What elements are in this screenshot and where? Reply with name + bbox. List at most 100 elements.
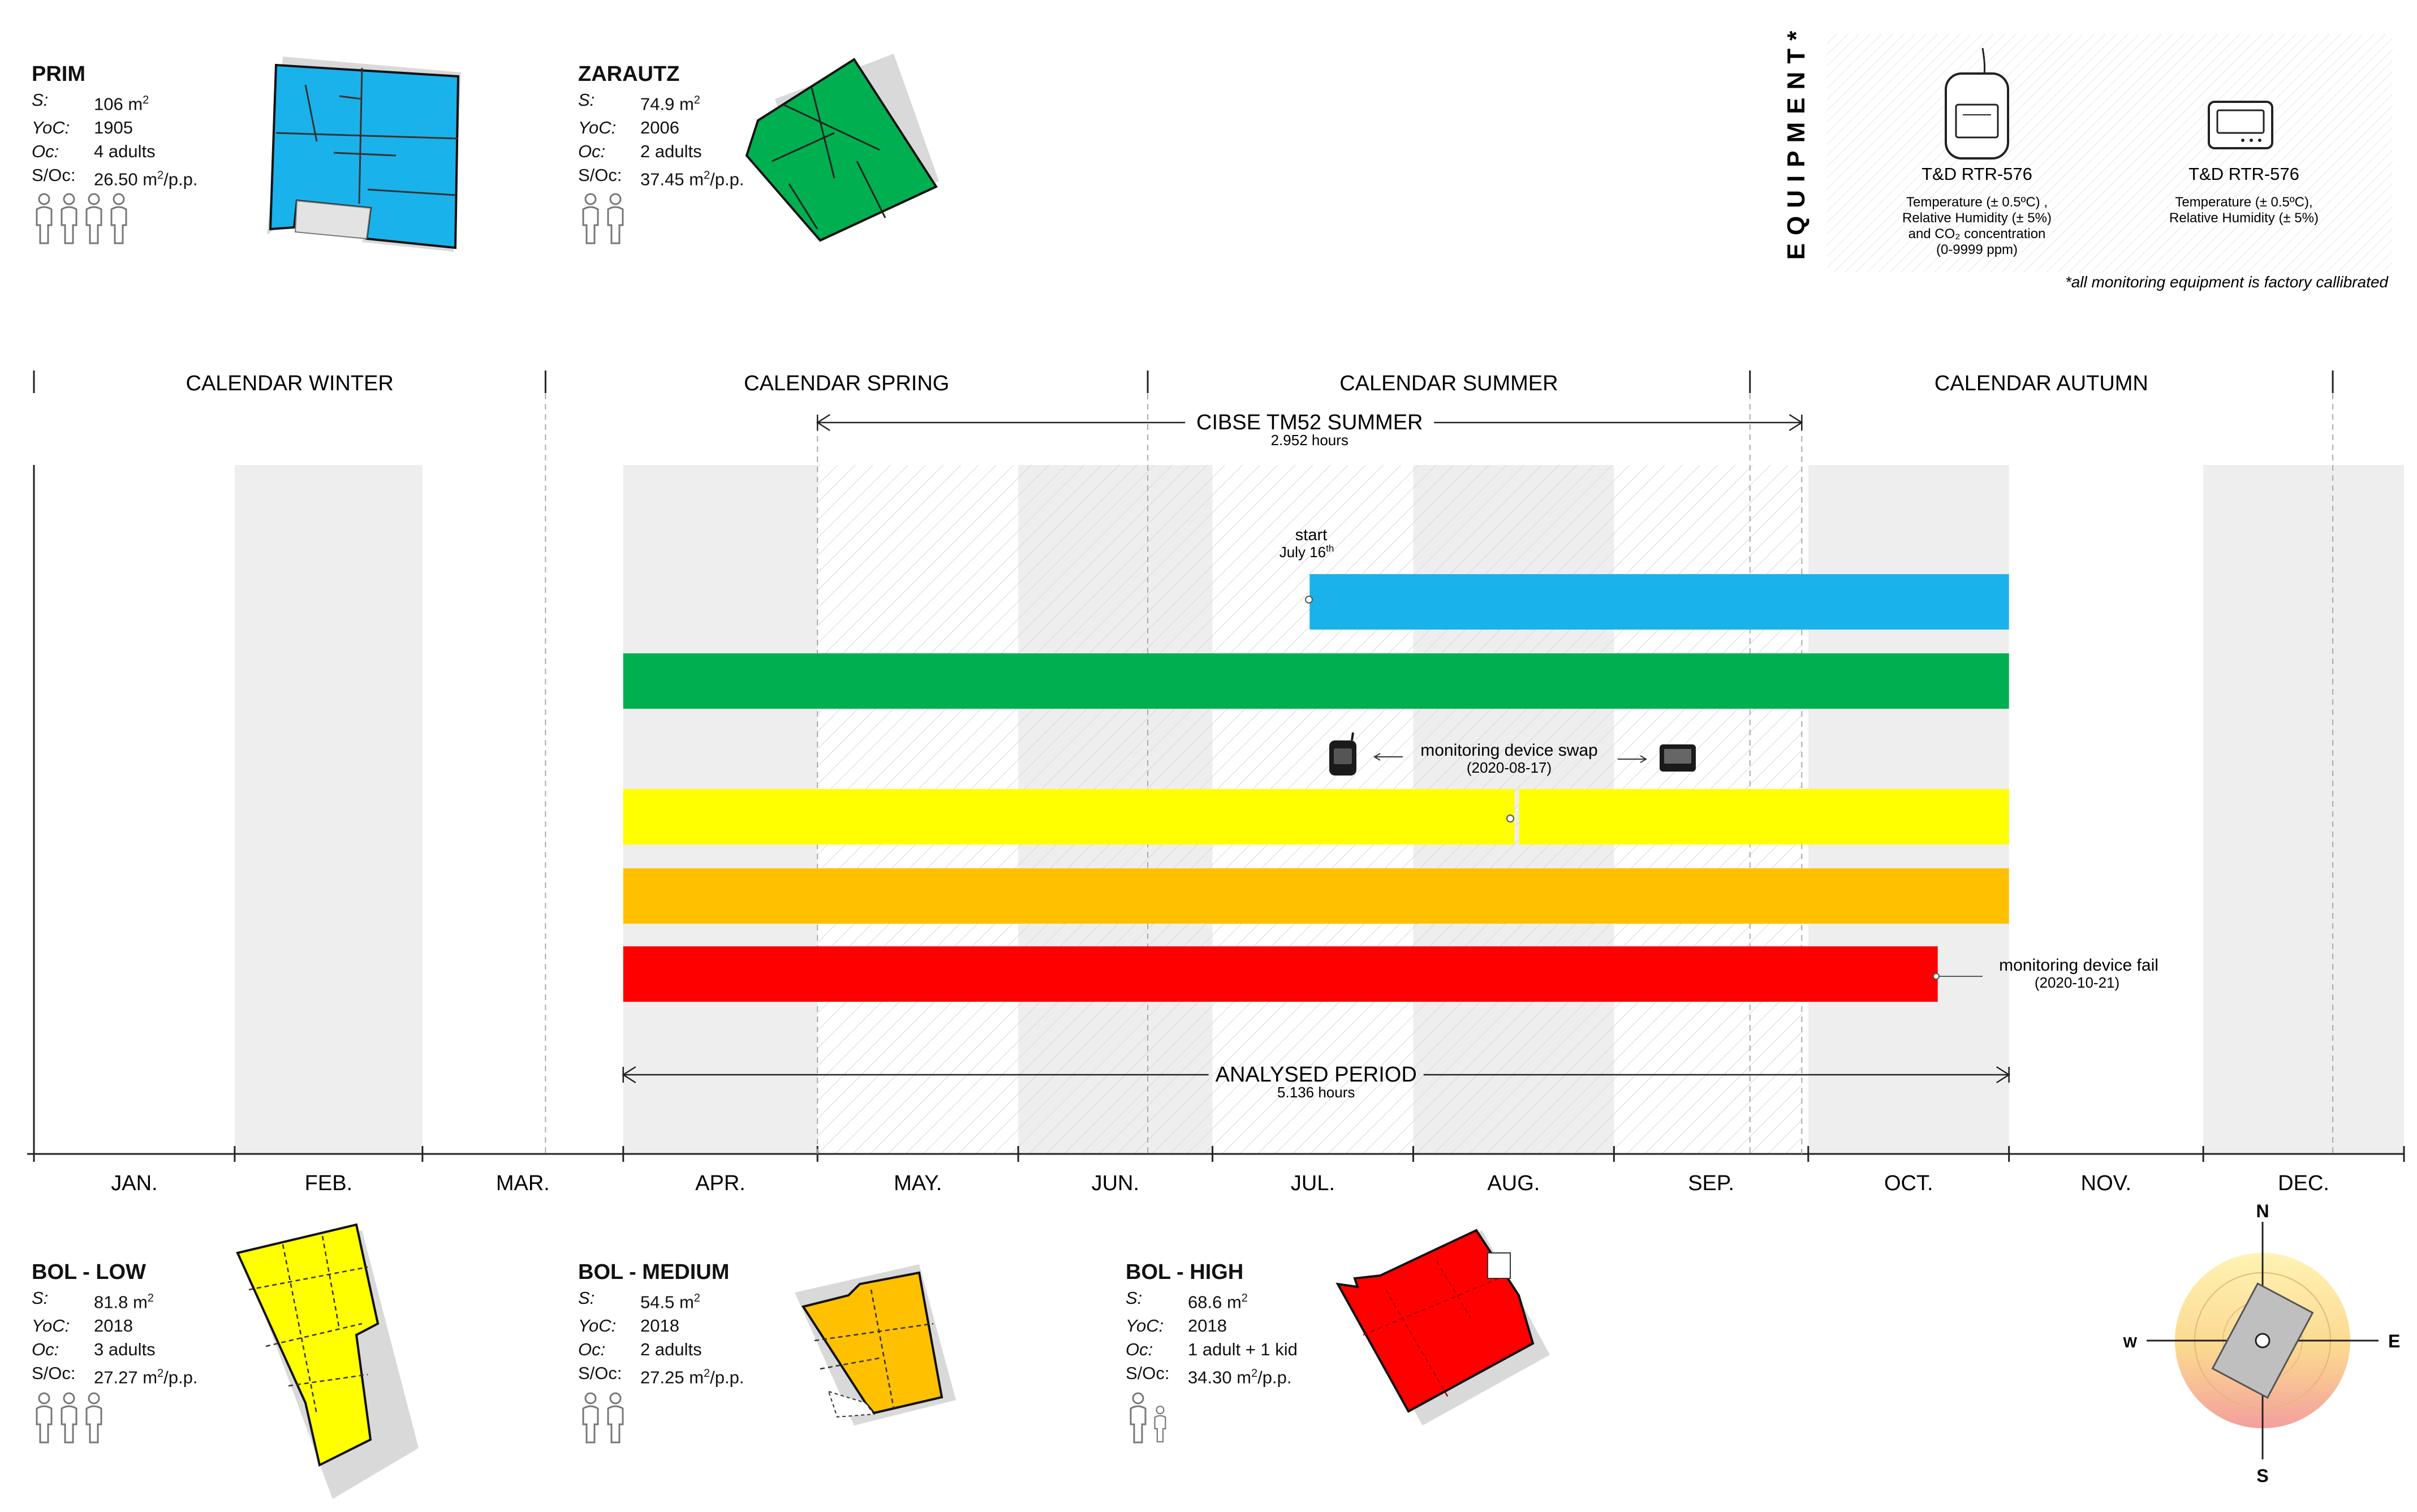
monitoring-bars xyxy=(623,574,2009,1002)
occupancy-value: 4 adults xyxy=(94,141,156,162)
yoc-key: YoC: xyxy=(578,118,617,138)
bar-bol-medium xyxy=(623,868,2009,924)
start-annotation: start July 16th xyxy=(1279,526,1334,604)
yoc-value: 2018 xyxy=(1188,1316,1227,1336)
season-label: CALENDAR WINTER xyxy=(186,372,394,395)
device1-spec-1: Temperature (± 0.5ºC) , xyxy=(1906,195,2048,210)
soc-key: S/Oc: xyxy=(32,165,76,186)
device1-spec-2: Relative Humidity (± 5%) xyxy=(1902,210,2052,226)
area-value: 81.8 m2 xyxy=(94,1292,154,1312)
adult-icon xyxy=(1130,1392,1147,1444)
month-labels: JAN. FEB. MAR. APR. MAY. JUN. JUL. AUG. SEP. OCT.… xyxy=(111,1171,2329,1195)
adult-icon xyxy=(607,1392,624,1444)
dwelling-name: BOL - MEDIUM xyxy=(578,1260,730,1284)
month-label: JUL. xyxy=(1291,1171,1335,1195)
compass: N S E W xyxy=(2123,1201,2400,1486)
occupants-bol-high xyxy=(1130,1392,1166,1444)
month-ticks xyxy=(33,1146,2405,1162)
occupants-bol-medium xyxy=(582,1392,624,1444)
floorplan-prim xyxy=(267,57,461,252)
occupancy-key: Oc: xyxy=(578,1339,606,1360)
soc-value: 27.25 m2/p.p. xyxy=(640,1367,744,1388)
occupancy-key: Oc: xyxy=(32,1339,59,1360)
month-label: JAN. xyxy=(111,1171,157,1195)
soc-value: 37.45 m2/p.p. xyxy=(640,169,744,189)
floorplan-bol-high xyxy=(1335,1229,1550,1425)
dwelling-name: ZARAUTZ xyxy=(578,62,680,86)
bar-bol-low-segment-1 xyxy=(623,789,1515,845)
shaded-month-band xyxy=(2203,465,2404,1154)
dwelling-name: PRIM xyxy=(32,62,85,86)
adult-icon xyxy=(36,193,53,244)
month-label: JUN. xyxy=(1092,1171,1139,1195)
yoc-key: YoC: xyxy=(578,1316,617,1336)
soc-key: S/Oc: xyxy=(578,165,622,186)
info-prim: PRIM S: 106 m2 YoC: 1905 Oc: 4 adults S/Oc:… xyxy=(32,60,197,192)
yoc-value: 2018 xyxy=(640,1316,679,1336)
bar-bol-high xyxy=(623,946,1938,1002)
month-label: APR. xyxy=(695,1171,746,1195)
soc-key: S/Oc: xyxy=(578,1363,622,1384)
dwelling-name: BOL - HIGH xyxy=(1126,1260,1244,1284)
dwelling-name: BOL - LOW xyxy=(32,1260,146,1284)
cibse-summer-hours: 2.952 hours xyxy=(1271,432,1348,449)
adult-icon xyxy=(85,1392,102,1444)
area-key: S: xyxy=(32,90,49,110)
swap-note-line1: monitoring device swap xyxy=(1420,741,1598,760)
analysed-period-label: ANALYSED PERIOD xyxy=(1216,1063,1417,1087)
occupants-zarautz xyxy=(582,193,624,244)
co2-logger-icon xyxy=(1329,732,1356,776)
compass-w: W xyxy=(2123,1334,2137,1351)
device2-spec-1: Temperature (± 0.5ºC), xyxy=(2175,195,2312,210)
soc-value: 34.30 m2/p.p. xyxy=(1188,1367,1292,1388)
month-label: SEP. xyxy=(1688,1171,1734,1195)
season-label: CALENDAR AUTUMN xyxy=(1935,372,2148,395)
occupancy-value: 1 adult + 1 kid xyxy=(1188,1339,1298,1360)
adult-icon xyxy=(582,1392,599,1444)
season-labels: CALENDAR WINTER CALENDAR SPRING CALENDAR S… xyxy=(186,372,2148,395)
area-key: S: xyxy=(32,1288,49,1308)
bar-zarautz xyxy=(623,653,2009,709)
equipment-note: *all monitoring equipment is factory cal… xyxy=(2065,273,2389,291)
month-label: DEC. xyxy=(2278,1171,2329,1195)
device2-spec-2: Relative Humidity (± 5%) xyxy=(2169,210,2319,226)
month-label: MAY. xyxy=(894,1171,942,1195)
device1-spec-3: and CO₂ concentration xyxy=(1908,226,2046,242)
compass-s: S xyxy=(2256,1466,2268,1486)
swap-annotation: monitoring device swap (2020-08-17) xyxy=(1329,732,1696,822)
area-key: S: xyxy=(578,90,595,110)
yoc-key: YoC: xyxy=(1126,1316,1164,1336)
season-dividers xyxy=(33,371,2334,1154)
thermo-hygrometer-icon xyxy=(1660,744,1696,772)
occupancy-key: Oc: xyxy=(578,141,606,162)
area-value: 68.6 m2 xyxy=(1188,1292,1248,1312)
yoc-value: 2006 xyxy=(640,118,679,138)
analysed-period-span: ANALYSED PERIOD 5.136 hours xyxy=(622,1063,2010,1101)
season-label: CALENDAR SPRING xyxy=(744,372,949,395)
bar-bol-low-segment-2 xyxy=(1519,789,2009,845)
compass-e: E xyxy=(2388,1331,2400,1351)
soc-key: S/Oc: xyxy=(1126,1363,1170,1384)
adult-icon xyxy=(61,193,77,244)
yoc-key: YoC: xyxy=(32,118,70,138)
compass-n: N xyxy=(2256,1201,2269,1221)
area-key: S: xyxy=(1126,1288,1143,1308)
equipment-background xyxy=(1827,34,2393,273)
bar-prim xyxy=(1309,574,2009,630)
analysed-period-hours: 5.136 hours xyxy=(1277,1084,1355,1101)
device1-spec-4: (0-9999 ppm) xyxy=(1936,242,2018,257)
info-bol-high: BOL - HIGH S: 68.6 m2 YoC: 2018 Oc: 1 adult… xyxy=(1126,1258,1298,1390)
area-value: 106 m2 xyxy=(94,94,149,114)
cibse-summer-label: CIBSE TM52 SUMMER xyxy=(1196,411,1423,434)
adult-icon xyxy=(607,193,624,244)
occupants-prim xyxy=(36,193,127,244)
cibse-summer-span: CIBSE TM52 SUMMER 2.952 hours xyxy=(816,411,1803,449)
occupancy-value: 2 adults xyxy=(640,1339,702,1360)
fail-note-line2: (2020-10-21) xyxy=(2035,974,2119,991)
adult-icon xyxy=(582,193,599,244)
soc-key: S/Oc: xyxy=(32,1363,76,1384)
fail-note-line1: monitoring device fail xyxy=(1999,956,2159,975)
swap-note-line2: (2020-08-17) xyxy=(1467,759,1552,776)
month-label: MAR. xyxy=(496,1171,550,1195)
